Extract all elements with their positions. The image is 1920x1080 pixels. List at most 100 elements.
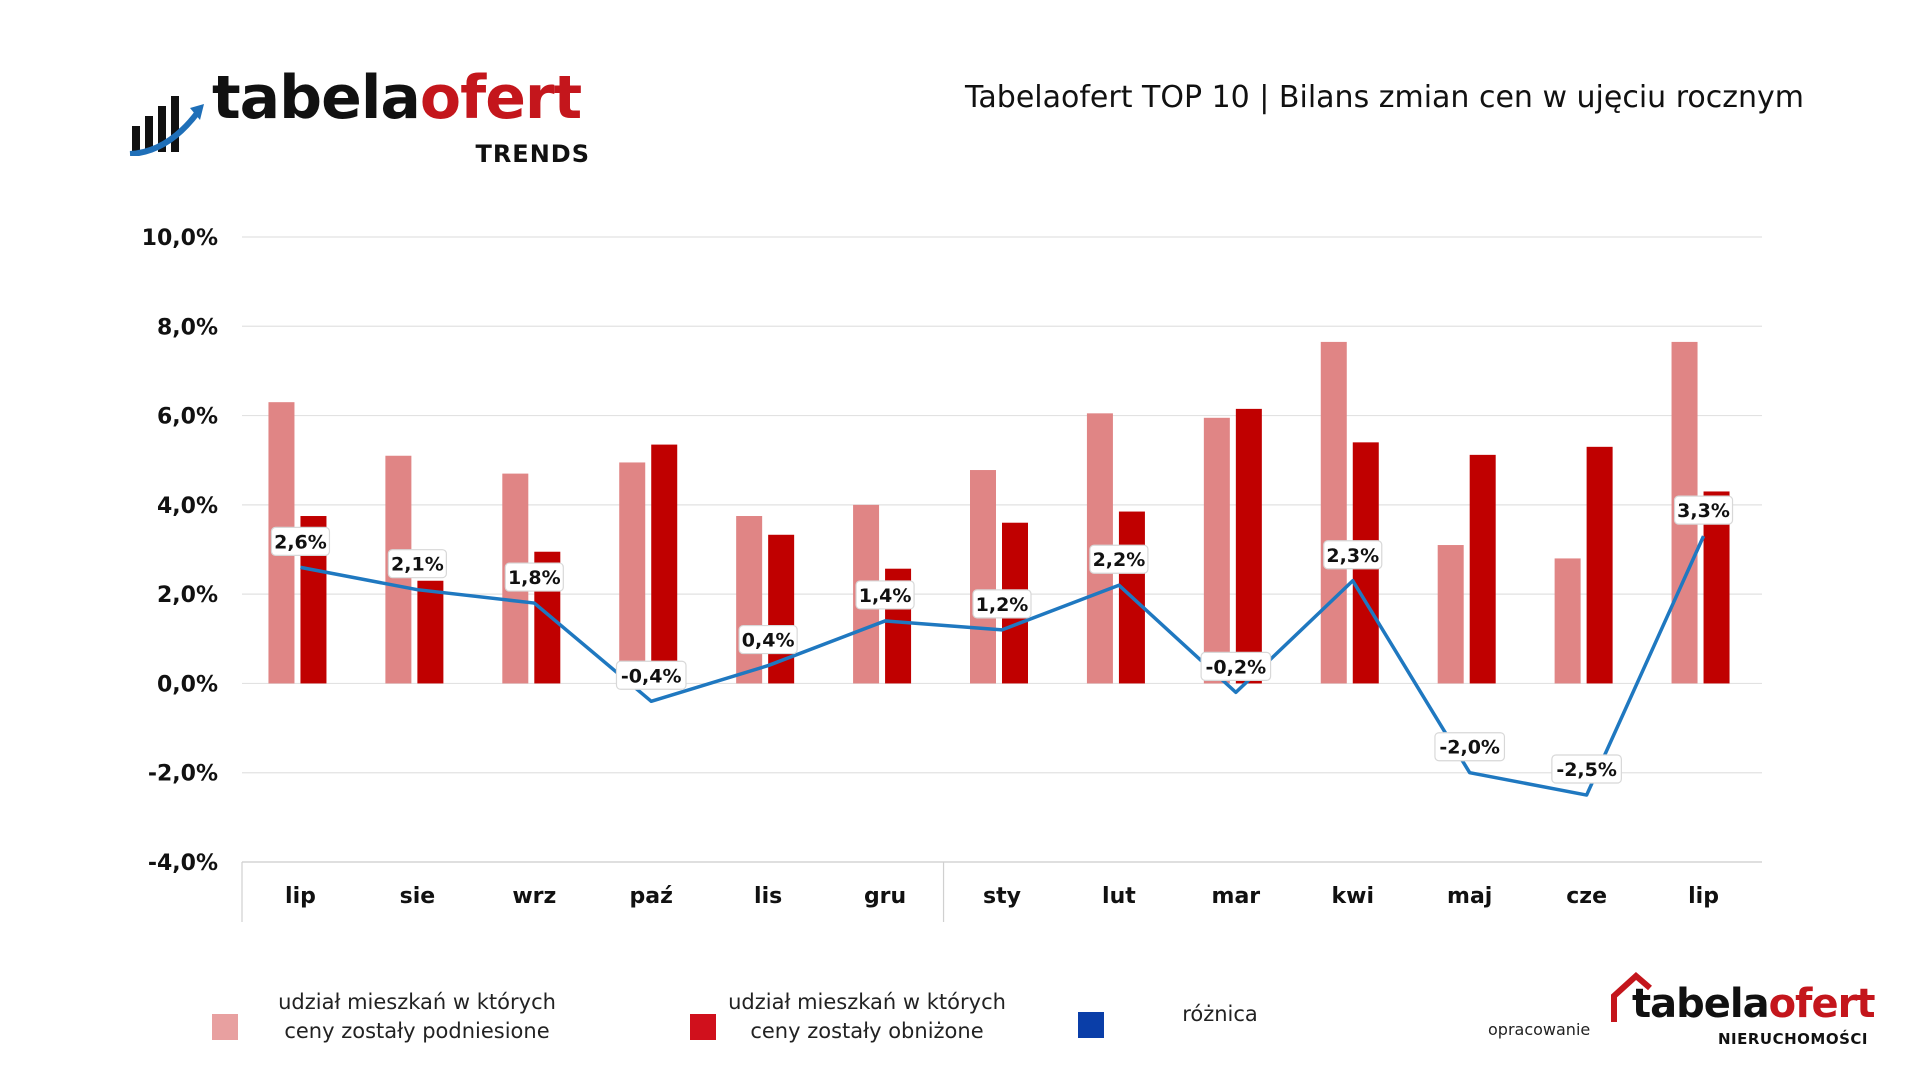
bar-raised [1554, 558, 1581, 684]
tabelaofert-trends-logo: tabelaofert TRENDS [128, 63, 608, 170]
data-label-text: 0,4% [742, 630, 795, 652]
data-labels: 2,6% 2,1% 1,8% -0,4% 0,4% 1,4% 1,2% 2,2% -0,2% 2,… [270, 495, 1734, 784]
x-axis: lip sie wrz paź lis gru sty lut mar kwi maj cze lip [241, 861, 1762, 922]
data-label: -2,5% [1551, 754, 1622, 784]
legend-label-raised-line1: udział mieszkań w których [278, 990, 556, 1014]
bar-raised [736, 516, 763, 684]
x-tick-label: lis [754, 884, 782, 909]
data-label-box [387, 549, 447, 579]
x-tick-label: wrz [512, 884, 556, 909]
data-label: 1,8% [504, 562, 564, 592]
data-label-box [738, 624, 798, 655]
data-label-box [1200, 651, 1272, 681]
legend-swatch-difference [1078, 1012, 1104, 1038]
y-tick-label: -4,0% [148, 851, 218, 876]
legend-label-difference-line1: różnica [1182, 1002, 1258, 1026]
y-tick-label: 0,0% [157, 672, 218, 697]
bar-lowered [1586, 446, 1613, 684]
data-label-box [1089, 544, 1149, 574]
legend-label-lowered-line1: udział mieszkań w których [728, 990, 1006, 1014]
data-label-box [1551, 754, 1622, 784]
data-label-text: -2,0% [1439, 737, 1500, 759]
x-tick-label: paź [630, 884, 673, 909]
data-label-text: 2,6% [274, 531, 327, 553]
y-tick-label: 6,0% [157, 405, 218, 430]
legend-label-raised: udział mieszkań w których ceny zostały p… [262, 988, 572, 1046]
bar-lowered [417, 580, 444, 684]
x-tick-label: sty [983, 884, 1021, 909]
data-label-text: -0,4% [621, 665, 682, 687]
x-tick-label: lip [285, 884, 316, 909]
x-tick-label: maj [1447, 884, 1492, 909]
bar-raised [970, 470, 996, 684]
difference-line [300, 535, 1706, 797]
data-label-text: 2,1% [391, 554, 444, 576]
data-label: 1,4% [855, 580, 915, 610]
data-label-box [615, 660, 687, 690]
bar-line-chart: 10,0% 8,0% 6,0% 4,0% 2,0% 0,0% -2,0% -4,0% lip s… [142, 226, 1762, 922]
tabelaofert-nieruchomosci-logo: tabelaofert NIERUCHOMOŚCI [1610, 970, 1880, 1050]
bar-lowered [1469, 454, 1496, 684]
legend-label-difference: różnica [1160, 1000, 1280, 1029]
brand-subtitle: NIERUCHOMOŚCI [1718, 1030, 1868, 1048]
data-label: 0,4% [738, 624, 798, 655]
data-label: 2,2% [1089, 544, 1149, 574]
data-label-text: 2,2% [1093, 549, 1146, 571]
data-label: -0,4% [615, 660, 687, 690]
legend-swatch-raised [212, 1014, 238, 1040]
data-label: 3,3% [1673, 495, 1734, 525]
y-axis: 10,0% 8,0% 6,0% 4,0% 2,0% 0,0% -2,0% -4,0% [142, 226, 218, 876]
difference-line-path [300, 535, 1706, 797]
legend-label-lowered-line2: ceny zostały obniżone [750, 1019, 984, 1043]
data-label-box [270, 526, 331, 556]
data-label-box [855, 580, 915, 610]
legend: udział mieszkań w których ceny zostały p… [0, 990, 1400, 1060]
bar-raised [1320, 341, 1347, 684]
data-label-box [504, 562, 564, 592]
x-tick-label: cze [1566, 884, 1607, 909]
bar-raised [1437, 545, 1464, 684]
bar-lowered [651, 444, 678, 684]
bar-raised [619, 462, 646, 684]
house-roof-icon [1611, 971, 1652, 1022]
bar-raised [1203, 417, 1230, 684]
data-label-box [1434, 732, 1506, 762]
data-label-text: 1,4% [859, 585, 912, 607]
y-tick-label: 10,0% [142, 226, 218, 251]
data-label-text: 1,8% [508, 567, 561, 589]
x-tick-label: mar [1212, 884, 1261, 909]
data-label-box [1673, 495, 1734, 525]
data-label: -0,2% [1200, 651, 1272, 681]
logo-subtitle: TRENDS [475, 140, 590, 168]
bar-lowered [1235, 408, 1262, 684]
data-label: 2,3% [1323, 540, 1383, 570]
prepared-by-label: opracowanie [1488, 1020, 1591, 1039]
data-label-text: -2,5% [1556, 759, 1617, 781]
brand-wordmark: tabelaofert [1632, 981, 1875, 1027]
x-tick-label: sie [400, 884, 436, 909]
x-tick-label: lip [1688, 884, 1719, 909]
y-tick-label: -2,0% [148, 762, 218, 787]
legend-swatch-lowered [690, 1014, 716, 1040]
chart-growth-icon [129, 96, 204, 156]
x-tick-label: gru [864, 884, 906, 909]
data-label-text: 1,2% [976, 594, 1029, 616]
data-label: -2,0% [1434, 732, 1506, 762]
data-label-box [972, 589, 1032, 619]
data-label-text: 2,3% [1326, 545, 1379, 567]
data-label-text: -0,2% [1206, 656, 1267, 678]
data-label: 1,2% [972, 589, 1032, 619]
logo-wordmark: tabelaofert [212, 63, 582, 133]
y-tick-label: 4,0% [157, 494, 218, 519]
y-tick-label: 8,0% [157, 315, 218, 340]
legend-label-lowered: udział mieszkań w których ceny zostały o… [712, 988, 1022, 1046]
data-label: 2,1% [387, 549, 447, 579]
data-label-text: 3,3% [1677, 500, 1730, 522]
data-label: 2,6% [270, 526, 331, 556]
bars [268, 341, 1730, 684]
chart-title: Tabelaofert TOP 10 | Bilans zmian cen w … [965, 80, 1804, 115]
legend-label-raised-line2: ceny zostały podniesione [284, 1019, 550, 1043]
x-tick-label: lut [1102, 884, 1136, 909]
data-label-box [1323, 540, 1383, 570]
x-tick-label: kwi [1332, 884, 1375, 909]
